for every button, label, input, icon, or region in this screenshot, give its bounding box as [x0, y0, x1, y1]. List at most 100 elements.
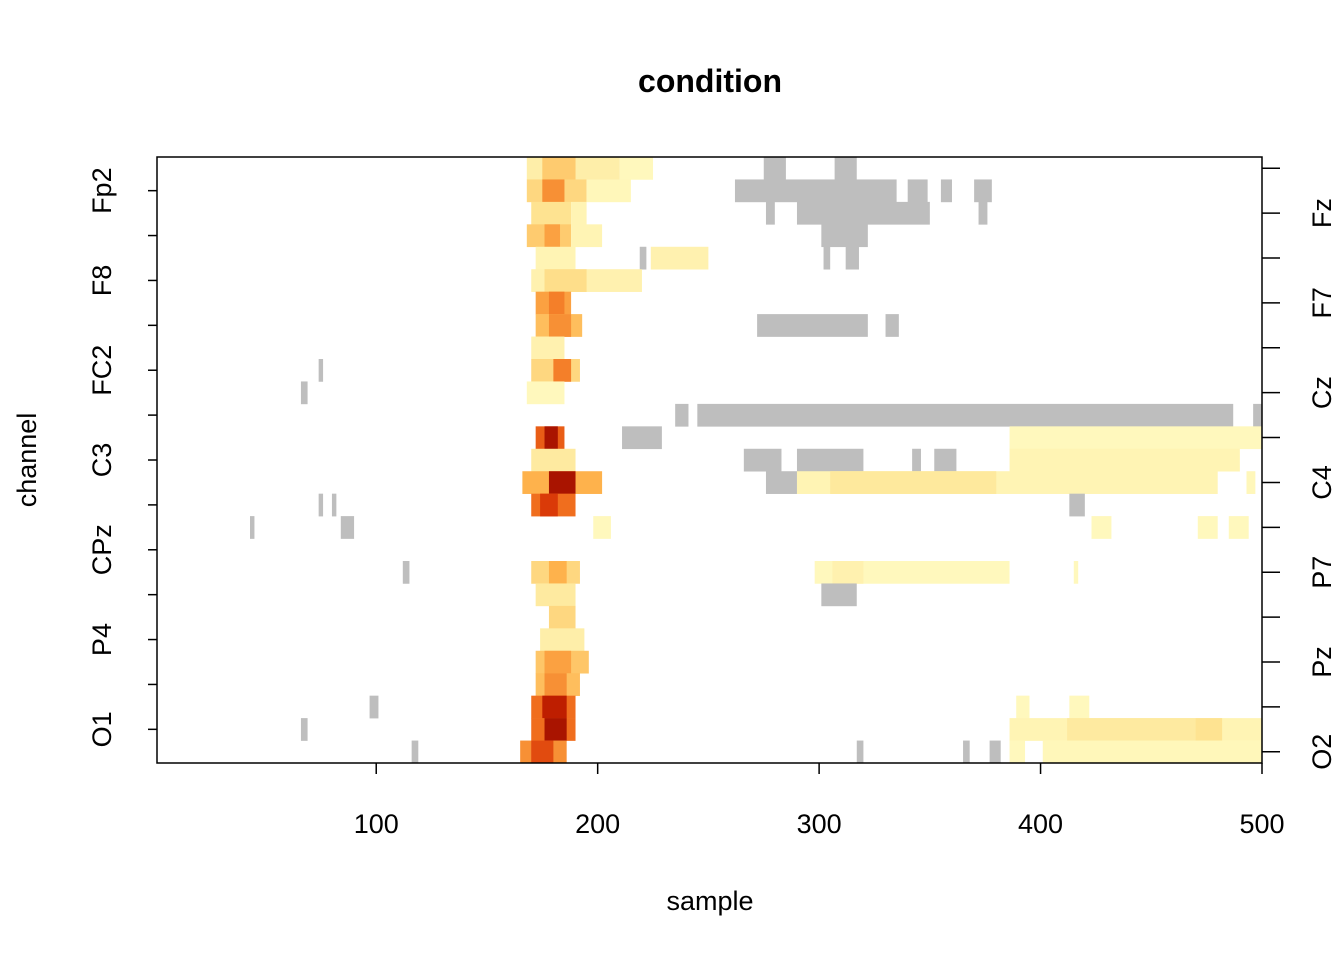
- y-left-tick-label: F8: [87, 265, 117, 297]
- heat-cell: [542, 179, 565, 203]
- heat-cell: [544, 269, 587, 292]
- heat-cell: [544, 673, 567, 696]
- heat-cell: [540, 493, 558, 517]
- heatmap-cells: [250, 157, 1262, 764]
- y-right-tick-label: Pz: [1307, 646, 1337, 678]
- nonsig-cell: [402, 561, 410, 584]
- nonsig-cell: [912, 448, 921, 472]
- heat-cell: [548, 314, 572, 337]
- nonsig-cell: [978, 201, 988, 225]
- heat-cell: [593, 516, 611, 539]
- nonsig-cell: [845, 246, 859, 270]
- heat-cell: [535, 246, 576, 270]
- x-tick-label: 300: [797, 809, 842, 839]
- heat-cell: [571, 224, 603, 248]
- heat-cell: [571, 201, 587, 225]
- heat-cell: [531, 448, 576, 472]
- y-axis-label: channel: [12, 413, 42, 508]
- y-axis-right: Fz F7 Cz C4 P7 Pz O2: [1262, 167, 1337, 770]
- y-right-tick-label: F7: [1307, 287, 1337, 319]
- nonsig-cell: [411, 740, 419, 764]
- nonsig-cell: [331, 493, 337, 517]
- heat-cell: [1073, 561, 1079, 584]
- heat-cell: [1228, 516, 1249, 539]
- y-right-tick-label: Cz: [1307, 376, 1337, 409]
- heat-cell: [540, 628, 585, 652]
- nonsig-cell: [907, 179, 928, 203]
- nonsig-cell: [300, 718, 308, 741]
- chart-title: condition: [638, 63, 782, 99]
- heat-cell: [1069, 695, 1090, 719]
- nonsig-cell: [821, 224, 868, 248]
- heat-cell: [553, 359, 572, 382]
- heat-cell: [531, 201, 572, 225]
- heat-cell: [544, 650, 572, 674]
- nonsig-cell: [885, 314, 899, 337]
- nonsig-cell: [963, 740, 970, 764]
- heat-cell: [526, 381, 565, 405]
- x-axis: 100 200 300 400 500: [354, 763, 1285, 839]
- heat-cell: [542, 157, 576, 180]
- nonsig-cell: [675, 403, 689, 427]
- x-tick-label: 100: [354, 809, 399, 839]
- heat-cell: [1091, 516, 1112, 539]
- heat-cell: [586, 179, 631, 203]
- y-left-tick-label: FC2: [87, 345, 117, 396]
- nonsig-cell: [765, 471, 797, 494]
- y-axis-left: Fp2 F8 FC2 C3 CPz P4 O1: [87, 167, 157, 747]
- nonsig-cell: [622, 426, 662, 450]
- heat-cell: [1016, 695, 1030, 719]
- heat-cell: [1009, 448, 1240, 472]
- y-left-tick-label: O1: [87, 711, 117, 747]
- nonsig-cell: [743, 448, 782, 472]
- heat-cell: [1246, 471, 1256, 494]
- y-left-tick-label: Fp2: [87, 167, 117, 214]
- nonsig-cell: [1069, 493, 1085, 517]
- heat-cell: [548, 561, 567, 584]
- heat-cell: [830, 471, 997, 494]
- y-right-tick-label: O2: [1307, 734, 1337, 770]
- nonsig-cell: [300, 381, 308, 405]
- nonsig-cell: [940, 179, 952, 203]
- nonsig-cell: [250, 516, 255, 539]
- heat-cell: [548, 471, 576, 494]
- heat-cell: [1009, 426, 1262, 450]
- nonsig-cell: [639, 246, 647, 270]
- nonsig-cell: [989, 740, 1001, 764]
- nonsig-cell: [823, 246, 831, 270]
- nonsig-cell: [856, 740, 864, 764]
- heat-cell: [650, 246, 709, 270]
- heat-cell: [619, 157, 654, 180]
- y-right-tick-label: C4: [1307, 465, 1337, 500]
- y-right-tick-label: P7: [1307, 556, 1337, 589]
- nonsig-cell: [734, 179, 897, 203]
- nonsig-cell: [340, 516, 355, 539]
- heat-cell: [1009, 740, 1026, 764]
- x-axis-label: sample: [666, 886, 753, 916]
- nonsig-cell: [757, 314, 868, 337]
- heat-cell: [832, 561, 864, 584]
- nonsig-cell: [763, 157, 786, 180]
- y-left-tick-label: P4: [87, 623, 117, 656]
- heat-cell: [544, 426, 558, 450]
- heat-cell: [544, 224, 561, 248]
- x-tick-label: 200: [575, 809, 620, 839]
- nonsig-cell: [821, 583, 857, 607]
- heat-cell: [548, 291, 565, 315]
- nonsig-cell: [796, 201, 930, 225]
- heat-cell: [1197, 516, 1218, 539]
- heat-cell: [544, 718, 567, 741]
- heat-cell: [531, 740, 554, 764]
- heat-cell: [1067, 718, 1196, 741]
- nonsig-cell: [765, 201, 775, 225]
- heat-cell: [531, 336, 565, 360]
- x-tick-label: 400: [1018, 809, 1063, 839]
- heat-cell: [1042, 740, 1262, 764]
- nonsig-cell: [974, 179, 992, 203]
- heat-cell: [1195, 718, 1223, 741]
- heat-cell: [542, 695, 567, 719]
- nonsig-cell: [697, 403, 1234, 427]
- x-tick-label: 500: [1239, 809, 1284, 839]
- heat-cell: [548, 605, 576, 629]
